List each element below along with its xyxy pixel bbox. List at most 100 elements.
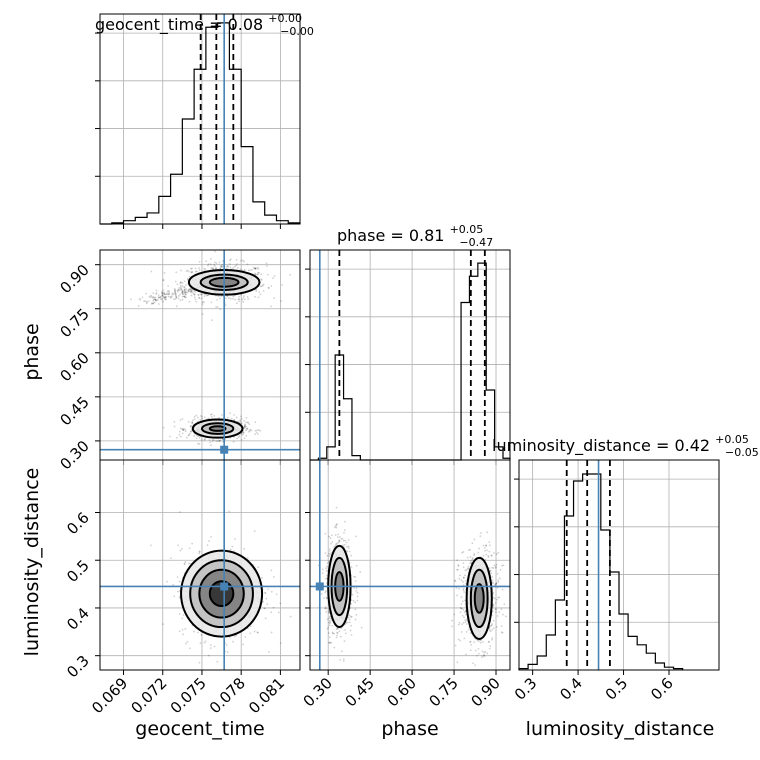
sample-point (491, 628, 494, 631)
density-contour (189, 559, 254, 629)
sample-point (257, 296, 260, 299)
sample-point (169, 435, 171, 438)
sample-point (175, 297, 178, 299)
density-contour (200, 422, 235, 435)
sample-point (209, 413, 212, 416)
sample-point (188, 288, 191, 291)
sample-point (181, 617, 184, 620)
sample-point (328, 622, 331, 625)
sample-point (354, 580, 357, 583)
sample-point (159, 296, 162, 299)
sample-point (151, 303, 153, 305)
sample-point (492, 567, 495, 569)
sample-point (181, 628, 184, 631)
sample-point (203, 301, 205, 304)
sample-point (184, 292, 187, 294)
sample-point (174, 292, 177, 295)
sample-point (162, 295, 165, 298)
sample-point (466, 623, 468, 625)
sample-point (253, 272, 256, 275)
sample-point (333, 632, 335, 635)
sample-point (343, 531, 345, 534)
sample-point (465, 631, 468, 633)
sample-point (495, 566, 497, 569)
sample-point (256, 429, 259, 432)
sample-point (166, 292, 168, 295)
sample-point (456, 568, 459, 571)
sample-point (214, 250, 216, 253)
sample-point (342, 539, 345, 542)
sample-point (354, 576, 357, 578)
panel-content (100, 460, 300, 670)
sample-point (145, 292, 147, 295)
sample-point (228, 510, 231, 513)
sample-point (198, 297, 201, 299)
sample-point (335, 526, 338, 529)
sample-point (154, 299, 157, 302)
sample-point (198, 551, 201, 553)
sample-point (469, 632, 472, 635)
sample-point (354, 601, 356, 604)
sample-point (491, 579, 494, 582)
sample-point (260, 285, 263, 288)
sample-point (199, 418, 202, 421)
sample-point (187, 289, 190, 292)
sample-point (190, 425, 193, 428)
sample-point (209, 647, 212, 649)
sample-point (469, 560, 472, 562)
sample-point (181, 293, 184, 296)
sample-point (145, 302, 148, 305)
sample-point (459, 574, 461, 577)
density-level (474, 584, 484, 613)
sample-point (257, 267, 260, 270)
phase-y-tick-label: 0.90 (56, 261, 92, 297)
sample-point (216, 306, 219, 308)
sample-point (215, 440, 218, 443)
sample-point (343, 543, 346, 546)
sample-point (462, 580, 464, 583)
sample-point (462, 608, 465, 611)
sample-point (465, 618, 468, 621)
sample-point (352, 599, 355, 602)
geocent_time-x-tick-label: 0.075 (167, 674, 210, 717)
sample-point (325, 582, 328, 584)
sample-point (491, 638, 493, 641)
sample-point (176, 283, 179, 286)
sample-point (243, 419, 246, 422)
sample-point (335, 543, 338, 546)
sample-point (239, 419, 241, 422)
sample-point (137, 305, 140, 307)
sample-point (219, 267, 222, 269)
sample-point (159, 296, 161, 299)
sample-point (328, 550, 331, 552)
sample-point (462, 587, 465, 590)
sample-point (193, 630, 195, 633)
sample-point (162, 279, 165, 282)
sample-point (466, 556, 469, 559)
sample-point (165, 298, 168, 301)
sample-point (277, 611, 280, 614)
sample-point (197, 442, 199, 445)
sample-point (185, 436, 188, 439)
sample-point (247, 430, 250, 433)
sample-point (356, 591, 359, 594)
sample-point (209, 441, 211, 444)
sample-point (184, 561, 187, 563)
sample-point (325, 570, 328, 572)
sample-point (252, 266, 255, 269)
sample-point (262, 284, 264, 287)
luminosity_distance-y-tick-label: 0.4 (63, 604, 93, 634)
luminosity_distance-histogram (518, 473, 684, 670)
sample-point (181, 417, 184, 420)
sample-point (258, 291, 261, 293)
sample-point (167, 293, 170, 296)
sample-point (275, 593, 278, 596)
sample-point (197, 294, 200, 296)
sample-point (336, 522, 338, 525)
sample-point (264, 617, 267, 620)
sample-point (349, 629, 352, 632)
sample-point (356, 595, 359, 598)
sample-point (233, 413, 236, 416)
sample-point (324, 591, 327, 594)
sample-point (325, 577, 327, 580)
